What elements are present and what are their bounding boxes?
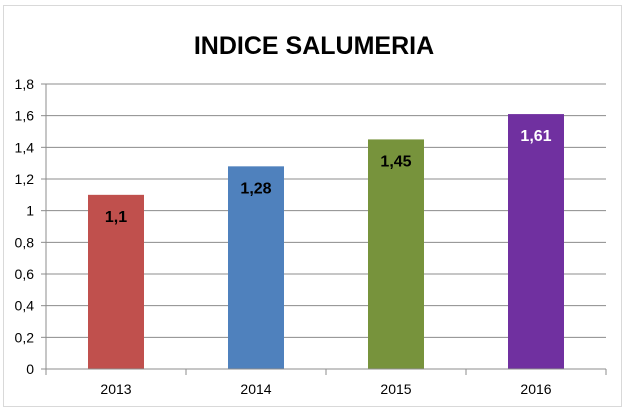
- y-tick-label: 1,2: [15, 171, 35, 187]
- x-axis: 2013 2014 2015 2016: [45, 368, 607, 397]
- y-tick-label: 0,4: [15, 298, 35, 314]
- y-tick-label: 0: [26, 361, 34, 377]
- y-tick-label: 0,6: [15, 266, 35, 282]
- x-tick-label: 2013: [100, 381, 131, 397]
- y-tick-label: 0,8: [15, 234, 35, 250]
- x-tick-label: 2015: [380, 381, 411, 397]
- y-tick-label: 0,2: [15, 329, 35, 345]
- data-label-2015: 1,45: [380, 153, 411, 170]
- data-label-2013: 1,1: [105, 209, 127, 226]
- data-label-2014: 1,28: [240, 180, 271, 197]
- x-tick-label: 2014: [240, 381, 271, 397]
- y-tick-label: 1,4: [15, 139, 35, 155]
- bar-2016: [508, 114, 564, 369]
- chart-title: INDICE SALUMERIA: [194, 32, 434, 60]
- x-tick-label: 2016: [520, 381, 551, 397]
- bar-2013: [88, 194, 144, 369]
- y-tick-label: 1,6: [15, 108, 35, 124]
- bar-2015: [368, 139, 424, 369]
- bars: 1,1 1,28 1,45 1,61: [88, 114, 564, 369]
- y-tick-label: 1: [26, 203, 34, 219]
- data-label-2016: 1,61: [520, 128, 551, 145]
- y-tick-label: 1,8: [15, 76, 35, 92]
- bar-2014: [228, 166, 284, 369]
- y-axis: 0 0,2 0,4 0,6 0,8 1 1,2 1,4 1,6 1,8: [15, 76, 47, 377]
